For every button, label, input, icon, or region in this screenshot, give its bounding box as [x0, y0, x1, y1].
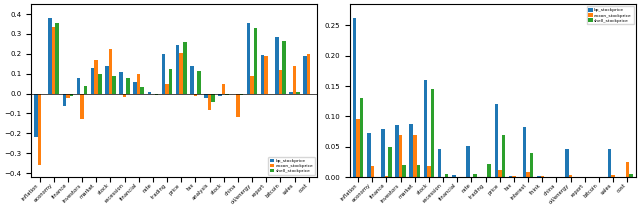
Bar [197, 71, 201, 94]
Bar [250, 76, 254, 94]
Bar [137, 74, 140, 94]
Bar [431, 89, 435, 177]
Bar [84, 86, 87, 94]
Bar [541, 176, 544, 177]
Bar [261, 55, 264, 94]
Bar [388, 147, 392, 177]
Bar [417, 165, 420, 177]
Bar [466, 145, 470, 177]
Bar [179, 53, 183, 94]
Bar [495, 104, 498, 177]
Bar [296, 92, 300, 94]
Bar [523, 127, 526, 177]
Bar [292, 66, 296, 94]
Bar [95, 60, 98, 94]
Bar [371, 166, 374, 177]
Bar [498, 170, 502, 177]
Bar [112, 76, 116, 94]
Bar [98, 74, 102, 94]
Bar [565, 149, 569, 177]
Bar [385, 176, 388, 177]
Bar [193, 94, 197, 96]
Bar [356, 120, 360, 177]
Bar [282, 41, 285, 94]
Bar [91, 68, 95, 94]
Bar [109, 49, 112, 94]
Bar [303, 56, 307, 94]
Bar [222, 84, 225, 94]
Bar [403, 165, 406, 177]
Bar [410, 124, 413, 177]
Bar [289, 92, 292, 94]
Bar [530, 153, 534, 177]
Bar [190, 66, 193, 94]
Bar [155, 94, 158, 95]
Bar [56, 23, 59, 94]
Bar [63, 94, 66, 106]
Bar [49, 18, 52, 94]
Bar [502, 135, 505, 177]
Bar [162, 54, 165, 94]
Bar [70, 94, 73, 96]
Bar [428, 166, 431, 177]
Bar [569, 175, 572, 177]
Bar [254, 28, 257, 94]
Bar [608, 149, 611, 177]
Bar [239, 94, 243, 95]
Bar [66, 94, 70, 98]
Bar [399, 135, 403, 177]
Bar [169, 69, 172, 94]
Bar [537, 176, 541, 177]
Bar [278, 70, 282, 94]
Bar [452, 175, 456, 177]
Bar [438, 149, 442, 177]
Bar [473, 174, 477, 177]
Bar [367, 133, 371, 177]
Bar [353, 18, 356, 177]
Bar [512, 176, 516, 177]
Bar [119, 72, 123, 94]
Bar [445, 174, 449, 177]
Bar [208, 94, 211, 110]
Bar [629, 174, 633, 177]
Bar [360, 98, 364, 177]
Bar [204, 94, 208, 98]
Bar [123, 94, 126, 97]
Bar [526, 172, 530, 177]
Bar [211, 94, 215, 102]
Bar [80, 94, 84, 120]
Bar [133, 82, 137, 94]
Bar [225, 94, 229, 95]
Bar [165, 84, 169, 94]
Bar [264, 56, 268, 94]
Bar [148, 92, 151, 94]
Bar [176, 45, 179, 94]
Bar [396, 125, 399, 177]
Bar [140, 87, 144, 94]
Bar [247, 23, 250, 94]
Bar [488, 164, 491, 177]
Bar [34, 94, 38, 137]
Bar [52, 27, 56, 94]
Bar [424, 80, 428, 177]
Legend: bp_stockprice, exxon_stockprice, shell_stockprice: bp_stockprice, exxon_stockprice, shell_s… [268, 157, 315, 175]
Bar [413, 135, 417, 177]
Bar [625, 162, 629, 177]
Bar [307, 54, 310, 94]
Bar [183, 42, 186, 94]
Bar [381, 129, 385, 177]
Bar [38, 94, 42, 165]
Bar [611, 175, 615, 177]
Legend: bp_stockprice, exxon_stockprice, shell_stockprice: bp_stockprice, exxon_stockprice, shell_s… [586, 6, 634, 24]
Bar [105, 66, 109, 94]
Bar [218, 94, 222, 96]
Bar [77, 78, 80, 94]
Bar [126, 78, 130, 94]
Bar [236, 94, 239, 117]
Bar [275, 37, 278, 94]
Bar [509, 176, 512, 177]
